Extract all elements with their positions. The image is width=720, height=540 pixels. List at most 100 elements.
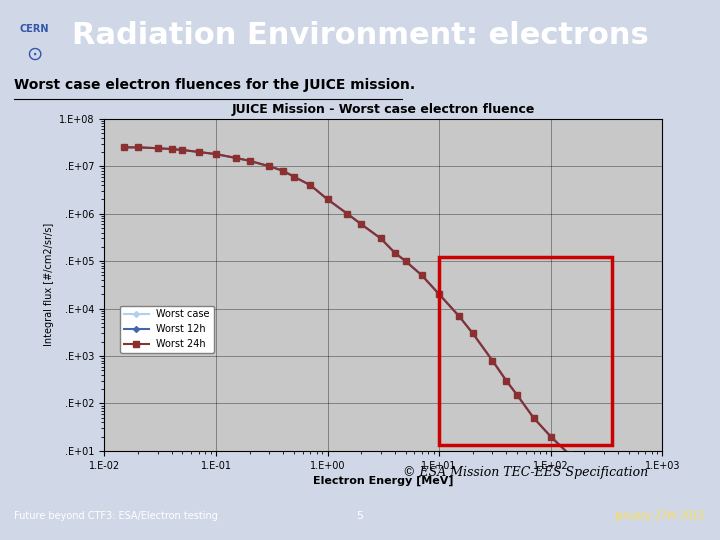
Worst case [120,144,128,151]
Worst 12h [357,221,366,227]
Worst 24h [566,453,575,459]
Worst 24h [134,144,143,151]
Worst case [279,167,287,174]
Worst 24h [212,151,220,157]
Bar [439,258,611,446]
Worst case [513,392,521,399]
Worst case [167,146,176,152]
Worst 24h [343,211,351,217]
Worst 12h [435,291,444,298]
Worst 12h [566,453,575,459]
Worst case [194,148,203,155]
Worst 24h [306,182,315,188]
Worst 12h [134,144,143,151]
Worst 12h [279,167,287,174]
Worst 12h [546,434,555,440]
Worst case [435,291,444,298]
Worst case [134,144,143,151]
Worst 24h [401,258,410,265]
Worst 12h [513,392,521,399]
Worst 24h [580,467,589,473]
Worst 24h [488,357,497,364]
Worst 24h [454,313,463,319]
Text: 5: 5 [356,511,364,521]
Worst 12h [246,158,254,164]
Worst 12h [390,249,399,256]
Worst 24h [357,221,366,227]
Worst case [265,163,274,170]
Worst 24h [265,163,274,170]
Worst 24h [418,272,426,279]
Text: Future beyond CTF3: ESA/Electron testing: Future beyond CTF3: ESA/Electron testing [14,511,218,521]
Worst 12h [624,514,633,521]
Worst case [357,221,366,227]
Worst 24h [178,147,186,153]
Worst case [323,196,332,202]
Worst case [546,434,555,440]
Worst 12h [377,235,385,242]
Worst case [231,154,240,161]
Text: © ESA Mission TEC-EES Specification: © ESA Mission TEC-EES Specification [403,466,648,479]
Worst 12h [529,415,538,421]
Worst 24h [613,500,622,506]
Worst case [289,173,298,180]
Worst 12h [502,377,510,384]
Worst 12h [323,196,332,202]
Worst 24h [194,148,203,155]
Worst 24h [624,514,633,521]
Worst case [246,158,254,164]
Worst 12h [167,146,176,152]
Worst case [343,211,351,217]
Line: Worst 24h: Worst 24h [121,145,631,520]
Worst 24h [377,235,385,242]
Worst 12h [212,151,220,157]
Text: January 27th 2015: January 27th 2015 [615,511,706,521]
Y-axis label: Integral flux [#/cm2/sr/s]: Integral flux [#/cm2/sr/s] [44,223,53,347]
Title: JUICE Mission - Worst case electron fluence: JUICE Mission - Worst case electron flue… [232,103,535,116]
Text: Worst case electron fluences for the JUICE mission.: Worst case electron fluences for the JUI… [14,78,415,92]
Text: Radiation Environment: electrons: Radiation Environment: electrons [72,21,649,50]
Worst 12h [488,357,497,364]
Line: Worst case: Worst case [122,146,631,519]
Text: CERN: CERN [19,24,49,33]
Worst 12h [231,154,240,161]
Text: ⊙: ⊙ [26,45,42,64]
Worst case [390,249,399,256]
Worst 24h [513,392,521,399]
Worst 12h [600,487,608,493]
Worst 24h [120,144,128,151]
Worst case [600,487,608,493]
Worst 12h [265,163,274,170]
Worst 24h [323,196,332,202]
Worst 24h [167,146,176,152]
Worst 24h [529,415,538,421]
Worst case [306,182,315,188]
Worst 24h [153,145,162,151]
Worst 24h [279,167,287,174]
Worst 12h [306,182,315,188]
Worst case [401,258,410,265]
Worst case [613,500,622,506]
Worst 24h [231,154,240,161]
Worst case [212,151,220,157]
Worst case [488,357,497,364]
Worst 24h [546,434,555,440]
Worst case [153,145,162,151]
Worst 12h [469,330,477,336]
Worst 24h [390,249,399,256]
Worst 12h [153,145,162,151]
Worst 24h [469,330,477,336]
Worst 12h [289,173,298,180]
Worst case [502,377,510,384]
Worst 12h [178,147,186,153]
Line: Worst 12h: Worst 12h [122,145,631,519]
Worst 24h [289,173,298,180]
Worst 12h [613,500,622,506]
Worst 12h [343,211,351,217]
Worst 12h [401,258,410,265]
X-axis label: Electron Energy [MeV]: Electron Energy [MeV] [313,476,454,487]
Worst case [580,467,589,473]
Worst 12h [418,272,426,279]
Worst case [624,514,633,521]
Worst 12h [120,144,128,151]
